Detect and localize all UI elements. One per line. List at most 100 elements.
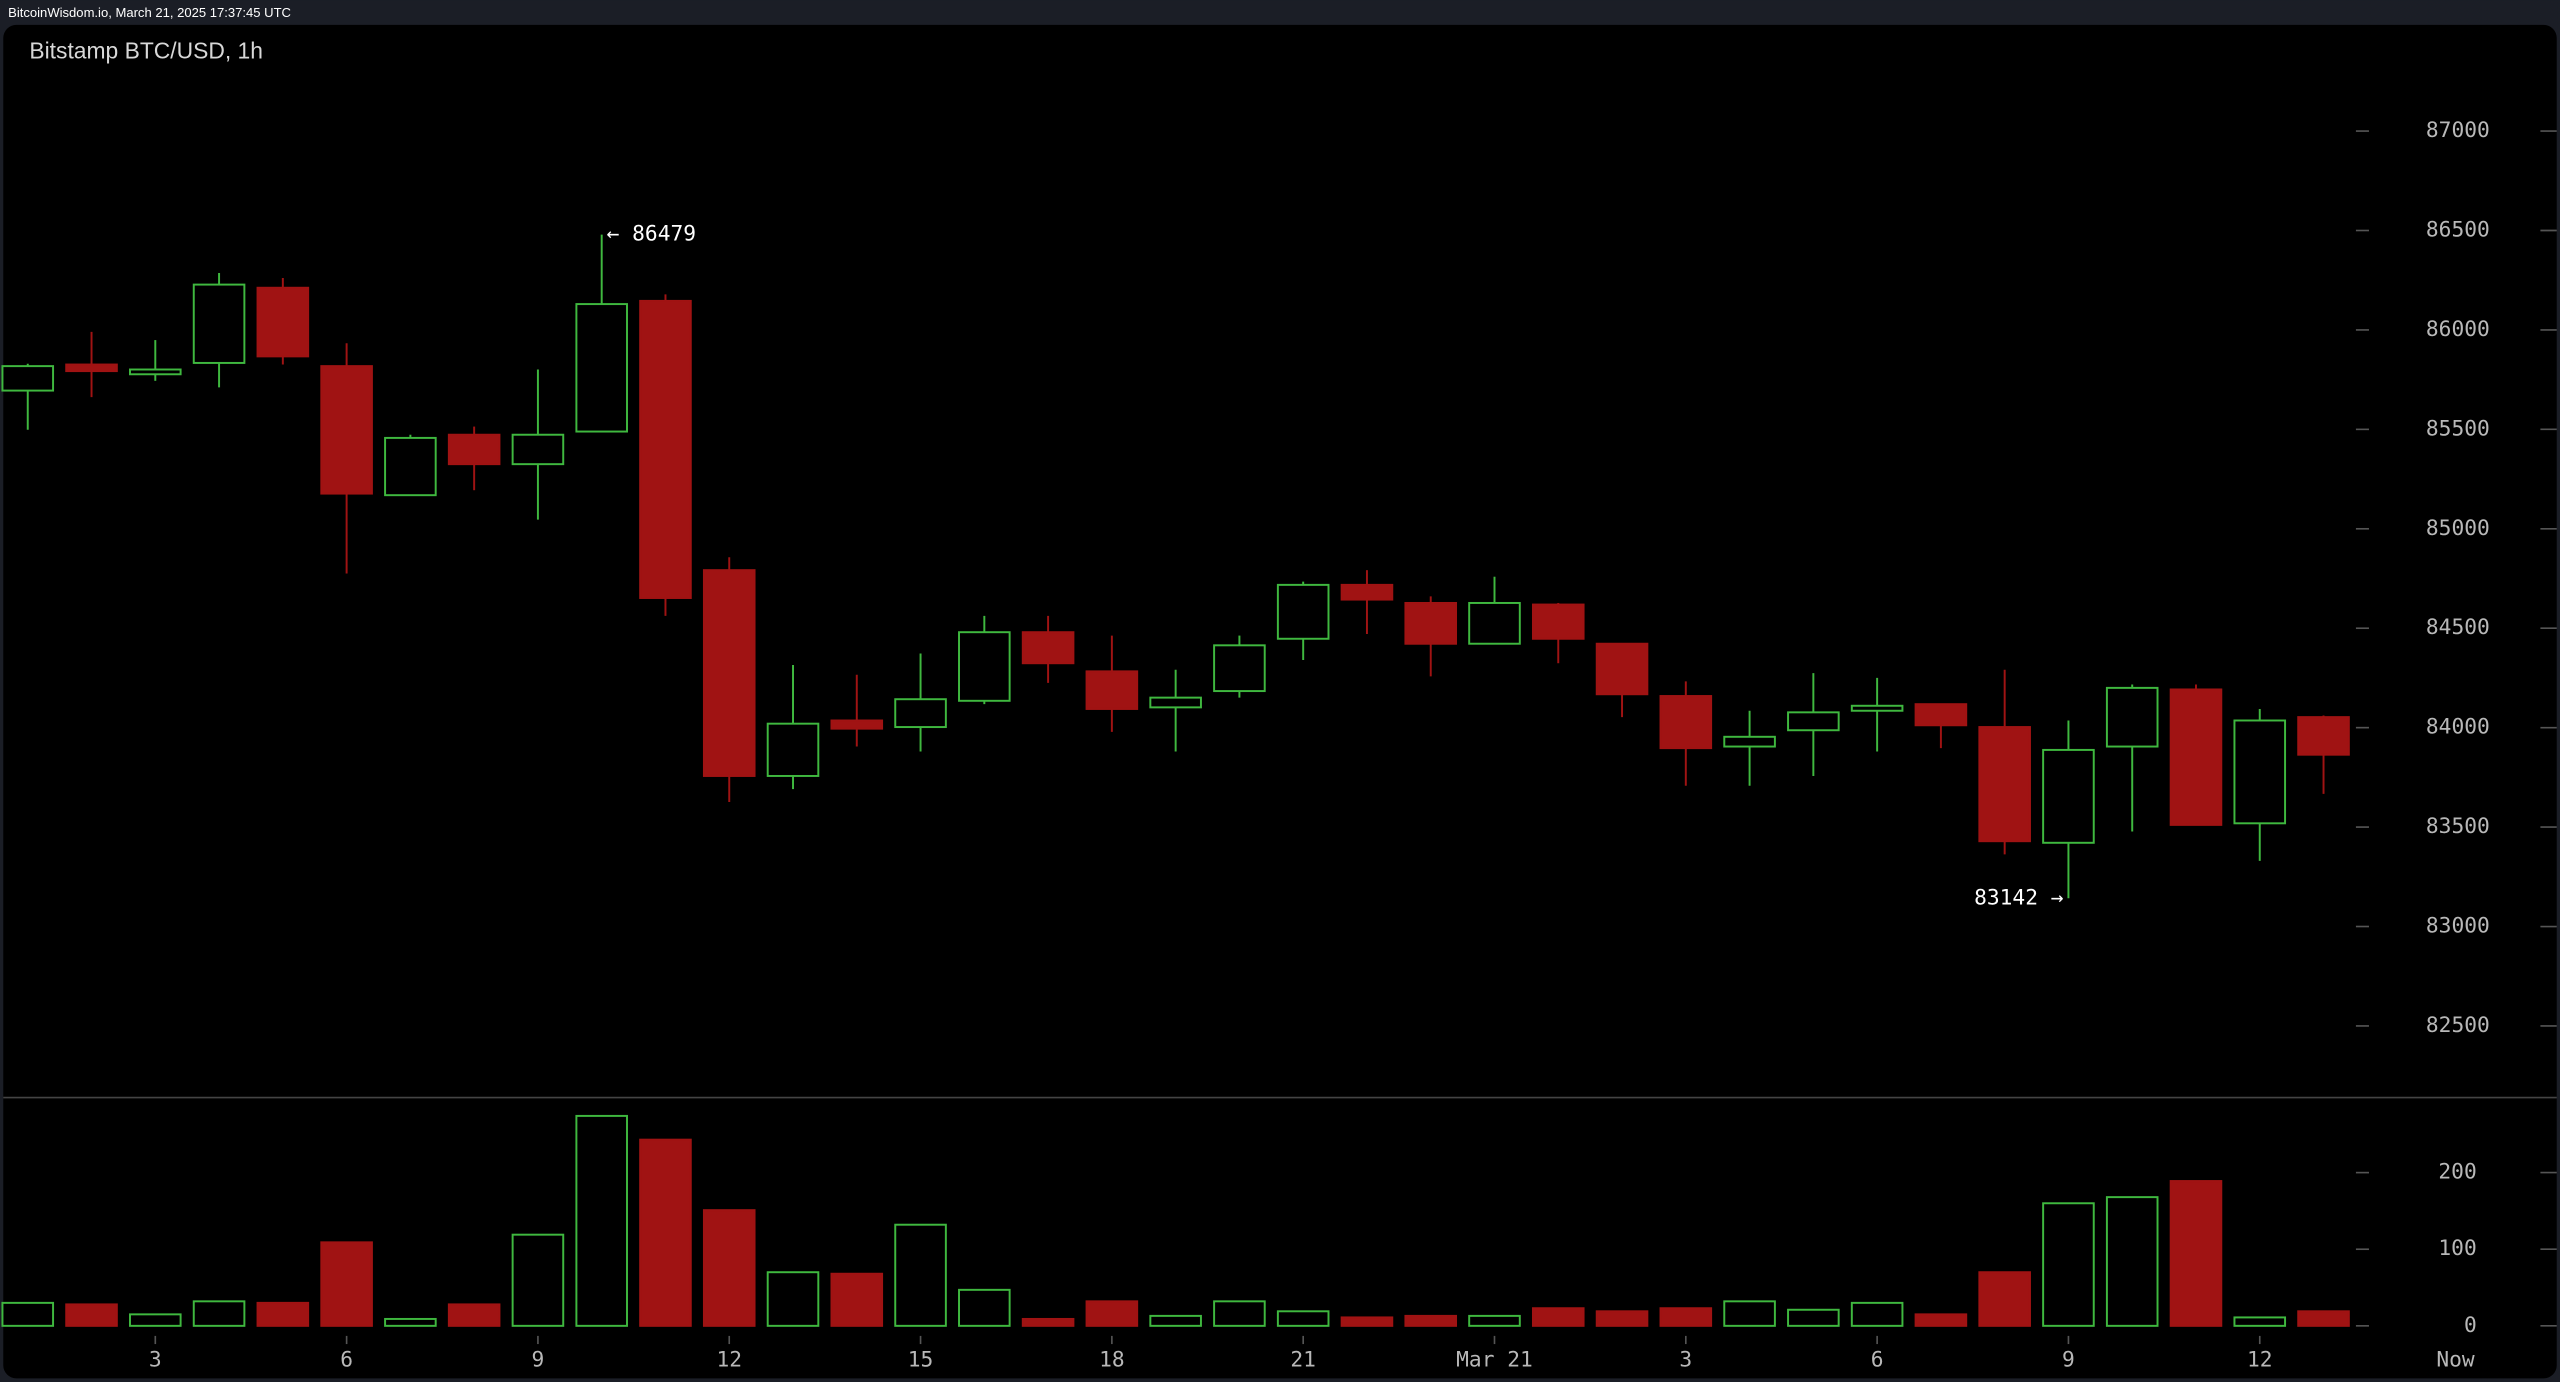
volume-bar bbox=[1404, 1314, 1458, 1327]
volume-bar bbox=[2233, 1316, 2287, 1327]
y-tick-label: 86000 bbox=[2426, 317, 2490, 342]
candle-body bbox=[511, 433, 565, 466]
volume-bar bbox=[256, 1301, 310, 1327]
volume-bar bbox=[1659, 1307, 1713, 1327]
candle-body bbox=[2169, 688, 2223, 826]
volume-bar bbox=[1787, 1308, 1840, 1327]
volume-bar bbox=[1723, 1300, 1776, 1327]
volume-bar bbox=[511, 1233, 565, 1327]
candle-body bbox=[447, 433, 501, 466]
volume-bar bbox=[639, 1138, 692, 1327]
volume-bar bbox=[1595, 1310, 1649, 1327]
candle-body bbox=[1340, 583, 1394, 601]
x-tick-label: 21 bbox=[1290, 1347, 1316, 1372]
volume-bar bbox=[2105, 1196, 2159, 1327]
candle-body bbox=[1723, 735, 1776, 748]
y-tick-label: 85500 bbox=[2426, 416, 2490, 441]
x-tick-label: 3 bbox=[1679, 1347, 1692, 1372]
candle-body bbox=[1021, 631, 1075, 665]
volume-bar bbox=[2297, 1310, 2350, 1327]
candle-body bbox=[1659, 695, 1713, 750]
candle-body bbox=[1404, 601, 1458, 645]
candle-body bbox=[2297, 716, 2350, 756]
candle-body bbox=[1850, 704, 1904, 712]
x-tick-label: 18 bbox=[1099, 1347, 1125, 1372]
candle-body bbox=[1787, 711, 1840, 732]
volume-bar bbox=[1914, 1313, 1968, 1327]
candle-body bbox=[958, 631, 1011, 702]
volume-bar bbox=[447, 1303, 501, 1327]
candle-body bbox=[575, 303, 628, 433]
x-now-label: Now bbox=[2436, 1347, 2475, 1372]
volume-bar bbox=[384, 1317, 437, 1327]
y-tick-label: 86500 bbox=[2426, 217, 2490, 242]
candle-body bbox=[894, 698, 947, 729]
volume-bar bbox=[1850, 1301, 1904, 1327]
candle-body bbox=[639, 299, 692, 599]
candle-body bbox=[702, 569, 756, 777]
y-tick-label: 84000 bbox=[2426, 715, 2490, 740]
volume-bar bbox=[958, 1288, 1011, 1327]
candle-body bbox=[766, 722, 820, 777]
volume-bar bbox=[1213, 1300, 1266, 1327]
candle-body bbox=[192, 283, 246, 364]
volume-tick-label: 100 bbox=[2438, 1236, 2476, 1261]
candle-body bbox=[1, 365, 55, 392]
header-source: BitcoinWisdom.io, March 21, 2025 17:37:4… bbox=[8, 5, 291, 20]
candle-body bbox=[384, 436, 437, 497]
volume-bar bbox=[894, 1223, 947, 1327]
volume-bar bbox=[702, 1209, 756, 1327]
volume-bar bbox=[1085, 1300, 1139, 1327]
y-tick-label: 83500 bbox=[2426, 814, 2490, 839]
volume-bar bbox=[766, 1271, 820, 1327]
volume-bar bbox=[2042, 1202, 2095, 1327]
volume-bar bbox=[575, 1114, 628, 1327]
y-tick-label: 85000 bbox=[2426, 516, 2490, 541]
x-tick-label: 9 bbox=[2062, 1347, 2075, 1372]
candle-body bbox=[1531, 603, 1585, 640]
candle-body bbox=[2233, 719, 2287, 825]
volume-bar bbox=[1149, 1314, 1202, 1327]
volume-bar bbox=[1276, 1310, 1330, 1327]
candle-body bbox=[1276, 583, 1330, 640]
volume-tick-label: 0 bbox=[2464, 1313, 2477, 1338]
candle-body bbox=[1149, 696, 1202, 709]
candle-body bbox=[65, 363, 118, 373]
y-tick-label: 83000 bbox=[2426, 914, 2490, 939]
candle-body bbox=[1085, 670, 1139, 710]
x-tick-label: 9 bbox=[532, 1347, 545, 1372]
candle-body bbox=[2042, 748, 2095, 844]
volume-bar bbox=[1021, 1317, 1075, 1327]
volume-bar bbox=[1340, 1316, 1394, 1327]
price-annotation: 83142 → bbox=[1974, 885, 2064, 910]
candle-body bbox=[1595, 642, 1649, 696]
y-tick-label: 87000 bbox=[2426, 118, 2490, 143]
volume-bar bbox=[1531, 1307, 1585, 1327]
volume-bar bbox=[65, 1303, 118, 1327]
candle-body bbox=[256, 286, 310, 358]
candle-body bbox=[129, 368, 182, 376]
x-tick-label: Mar 21 bbox=[1456, 1347, 1533, 1372]
price-annotation: ← 86479 bbox=[607, 222, 696, 247]
x-tick-label: 12 bbox=[2247, 1347, 2273, 1372]
chart-title: Bitstamp BTC/USD, 1h bbox=[29, 38, 263, 64]
candle-body bbox=[1914, 703, 1968, 727]
y-tick-label: 84500 bbox=[2426, 615, 2490, 640]
candle-body bbox=[1213, 644, 1266, 693]
candle-body bbox=[1978, 726, 2031, 843]
volume-tick-label: 200 bbox=[2438, 1160, 2476, 1185]
volume-bar bbox=[2169, 1180, 2223, 1327]
x-tick-label: 3 bbox=[149, 1347, 162, 1372]
x-tick-label: 15 bbox=[908, 1347, 934, 1372]
y-tick-label: 82500 bbox=[2426, 1013, 2490, 1038]
volume-bar bbox=[192, 1300, 246, 1327]
candle-body bbox=[1468, 601, 1521, 645]
volume-bar bbox=[1468, 1314, 1521, 1327]
volume-bar bbox=[320, 1241, 373, 1327]
x-tick-label: 6 bbox=[340, 1347, 353, 1372]
volume-bar bbox=[830, 1272, 884, 1327]
candle-body bbox=[830, 719, 884, 730]
x-tick-label: 6 bbox=[1871, 1347, 1884, 1372]
